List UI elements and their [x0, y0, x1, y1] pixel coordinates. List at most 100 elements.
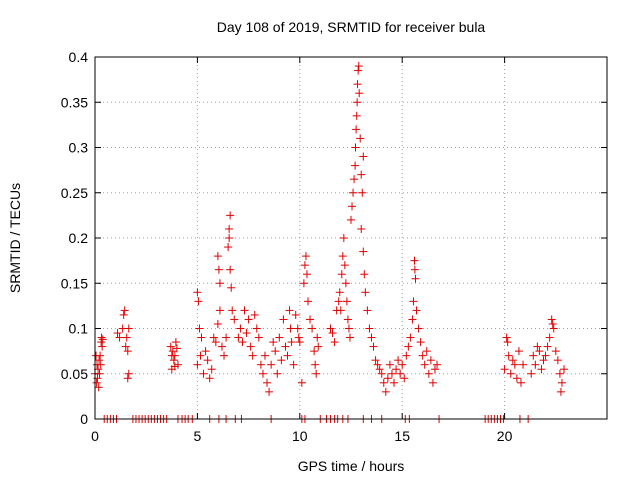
- data-point: [335, 288, 344, 297]
- data-point: [543, 342, 552, 351]
- data-point: [311, 360, 320, 369]
- data-point: [234, 333, 243, 342]
- data-point: [402, 351, 411, 360]
- y-tick-label: 0: [80, 411, 88, 427]
- data-point: [555, 369, 564, 378]
- data-points: [91, 62, 568, 423]
- data-point: [196, 351, 205, 360]
- y-tick-label: 0.05: [61, 366, 88, 382]
- data-point: [302, 270, 311, 279]
- data-point: [357, 224, 366, 233]
- plot-frame: [94, 56, 608, 420]
- data-point: [295, 338, 304, 347]
- data-point: [205, 374, 214, 383]
- data-point: [199, 369, 208, 378]
- data-point: [286, 324, 295, 333]
- data-point: [121, 342, 130, 351]
- data-point: [390, 378, 399, 387]
- data-point: [336, 306, 345, 315]
- data-point: [410, 265, 419, 274]
- data-point: [339, 234, 348, 242]
- data-point: [166, 342, 175, 351]
- data-point: [373, 360, 382, 369]
- data-point: [279, 315, 288, 324]
- data-point: [300, 261, 309, 270]
- data-point: [547, 315, 556, 324]
- data-point: [215, 279, 224, 288]
- y-tick-label: 0.25: [61, 185, 88, 201]
- data-point: [351, 161, 360, 170]
- data-point: [412, 306, 421, 315]
- data-point: [313, 333, 322, 342]
- data-point: [416, 338, 425, 347]
- data-point: [548, 319, 557, 328]
- y-tick-label: 0.1: [69, 321, 89, 337]
- data-point: [193, 360, 202, 369]
- data-point: [355, 89, 364, 98]
- data-point: [383, 374, 392, 383]
- data-point: [265, 387, 274, 396]
- data-point: [119, 310, 128, 319]
- x-tick-label: 15: [394, 428, 410, 444]
- data-point: [308, 324, 317, 333]
- y-tick-label: 0.35: [61, 94, 88, 110]
- data-point: [293, 324, 302, 333]
- data-point: [549, 324, 558, 333]
- data-point: [353, 98, 362, 107]
- data-point: [424, 369, 433, 378]
- data-point: [92, 378, 101, 387]
- data-point: [541, 351, 550, 360]
- data-point: [352, 111, 361, 120]
- data-point: [345, 333, 354, 342]
- data-point: [557, 378, 566, 387]
- x-tick-label: 20: [497, 428, 513, 444]
- data-point: [273, 369, 282, 378]
- data-point: [426, 356, 435, 365]
- data-point: [344, 324, 353, 333]
- data-point: [359, 247, 368, 256]
- y-tick-label: 0.15: [61, 275, 88, 291]
- data-point: [252, 324, 261, 333]
- data-point: [236, 324, 245, 333]
- data-point: [535, 347, 544, 356]
- data-point: [168, 347, 177, 356]
- data-point: [506, 369, 515, 378]
- data-point: [394, 356, 403, 365]
- data-point: [214, 265, 223, 274]
- data-point: [510, 360, 519, 369]
- data-point: [537, 365, 546, 374]
- data-point: [303, 297, 312, 306]
- data-point: [172, 344, 181, 353]
- data-point: [244, 315, 253, 324]
- data-point: [269, 338, 278, 347]
- data-point: [529, 351, 538, 360]
- data-point: [124, 369, 133, 378]
- data-point: [363, 306, 372, 315]
- data-point: [358, 188, 367, 197]
- data-point: [369, 342, 378, 351]
- data-point: [240, 306, 249, 315]
- data-point: [207, 365, 216, 374]
- data-point: [508, 356, 517, 365]
- data-point: [354, 66, 363, 75]
- data-point: [173, 360, 182, 369]
- data-point: [367, 333, 376, 342]
- data-point: [294, 333, 303, 342]
- data-point: [545, 333, 554, 342]
- data-point: [193, 288, 202, 297]
- data-point: [171, 338, 180, 347]
- data-point: [287, 338, 296, 347]
- data-point: [551, 347, 560, 356]
- data-point: [500, 365, 509, 374]
- x-axis-label: GPS time / hours: [298, 458, 405, 474]
- data-point: [167, 365, 176, 374]
- data-point: [281, 342, 290, 351]
- data-point: [275, 333, 284, 342]
- data-point: [410, 256, 419, 265]
- data-point: [516, 378, 525, 387]
- data-point: [409, 297, 418, 306]
- data-point: [283, 351, 292, 360]
- data-point: [271, 347, 280, 356]
- data-point: [502, 333, 511, 342]
